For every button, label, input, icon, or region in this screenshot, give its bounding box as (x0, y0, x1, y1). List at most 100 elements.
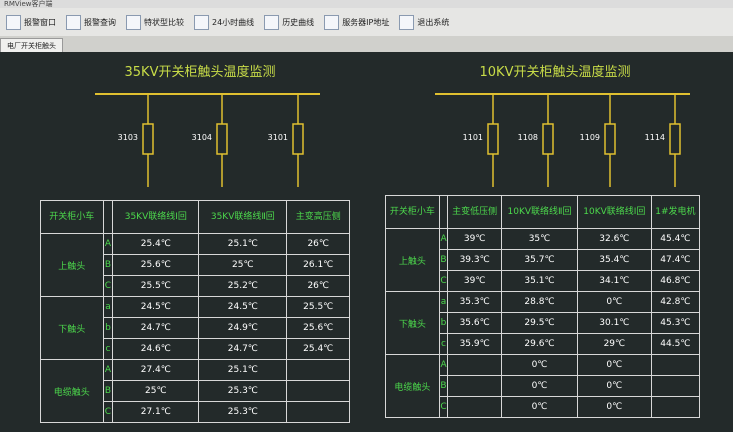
toolbar-button[interactable]: 报警查询 (66, 14, 116, 30)
toolbar-button[interactable]: 历史曲线 (264, 14, 315, 30)
header-row: 开关柜小车 35KV联络线Ⅰ回 35KV联络线Ⅱ回 主变高压侧 (40, 200, 350, 234)
group-label: 下触头 (40, 296, 104, 360)
phase-label: c (438, 333, 449, 355)
header-cell: 35KV联络线Ⅰ回 (112, 200, 200, 234)
phase-label: A (438, 354, 449, 376)
temperature-cell: 25.2℃ (198, 275, 288, 297)
temperature-cell: 35.4℃ (576, 249, 652, 271)
temperature-cell: 39℃ (447, 270, 503, 292)
toolbar-icon (6, 14, 21, 30)
temperature-cell: 0℃ (576, 396, 652, 418)
temperature-cell: 25.3℃ (198, 401, 288, 423)
header-cell: 10KV联络线Ⅱ回 (501, 195, 578, 229)
temperature-cell: 29.5℃ (501, 312, 578, 334)
toolbar-label: 报警查询 (84, 17, 116, 27)
feeder-switch (292, 123, 304, 155)
temperature-cell: 30.1℃ (576, 312, 652, 334)
temperature-cell (447, 354, 503, 376)
temperature-cell: 46.8℃ (650, 270, 701, 292)
temperature-cell: 25℃ (112, 380, 200, 402)
toolbar-icon (324, 14, 340, 30)
feeder-switch (142, 123, 154, 155)
temperature-cell: 25.3℃ (198, 380, 288, 402)
temperature-cell: 26℃ (286, 233, 350, 255)
toolbar-label: 服务器IP地址 (342, 17, 390, 27)
temperature-cell: 45.3℃ (650, 312, 701, 334)
toolbar-button[interactable]: 服务器IP地址 (324, 14, 390, 30)
temperature-cell (447, 396, 503, 418)
phase-label: b (102, 317, 114, 339)
panel-title: 10KV开关柜触头温度监测 (480, 64, 631, 80)
temperature-cell: 25.4℃ (286, 338, 350, 360)
feeder-switch (487, 123, 499, 155)
temperature-cell (286, 401, 350, 423)
temperature-cell: 25℃ (198, 254, 288, 276)
data-row: 下触头 a 35.3℃ 28.8℃ 0℃ 42.8℃ (385, 291, 701, 355)
group-label: 上触头 (40, 233, 104, 297)
temperature-cell: 29.6℃ (501, 333, 578, 355)
phase-label: c (102, 338, 114, 360)
phase-label: C (438, 270, 449, 292)
temperature-cell: 27.1℃ (112, 401, 200, 423)
phase-label: a (438, 291, 449, 313)
temperature-cell: 24.7℃ (198, 338, 288, 360)
feeder-label: 3103 (118, 133, 138, 142)
toolbar-label: 历史曲线 (282, 17, 315, 27)
toolbar-icon (399, 14, 415, 30)
temperature-cell: 29℃ (576, 333, 652, 355)
phase-label: A (102, 359, 114, 381)
data-row: B 39.3℃ 35.7℃ 35.4℃ 47.4℃ (386, 249, 701, 271)
tab-bar (0, 36, 733, 52)
toolbar-button[interactable]: 退出系统 (399, 14, 450, 30)
header-cell: 35KV联络线Ⅱ回 (198, 200, 288, 234)
data-row: C 0℃ 0℃ (386, 396, 701, 418)
temperature-cell: 24.5℃ (112, 296, 200, 318)
temperature-cell: 25.1℃ (198, 233, 288, 255)
header-cell: 1#发电机 (650, 195, 701, 229)
temperature-cell (650, 396, 701, 418)
feeder-switch (216, 123, 228, 155)
temperature-cell: 25.4℃ (112, 233, 200, 255)
toolbar-label: 24小时曲线 (212, 17, 255, 27)
group-label: 下触头 (385, 291, 440, 355)
toolbar-button[interactable]: 报警窗口 (6, 14, 56, 30)
data-row: B 25℃ 25.3℃ (41, 380, 350, 402)
toolbar-button[interactable]: 24小时曲线 (194, 14, 255, 30)
data-row: 上触头 A 39℃ 35℃ 32.6℃ 45.4℃ (385, 228, 701, 292)
phase-label: A (102, 233, 114, 255)
data-row: B 25.6℃ 25℃ 26.1℃ (41, 254, 350, 276)
temperature-cell: 44.5℃ (650, 333, 701, 355)
feeder-label: 3104 (192, 133, 212, 142)
temperature-cell: 35.6℃ (447, 312, 503, 334)
phase-label: C (438, 396, 449, 418)
toolbar-label: 退出系统 (417, 17, 450, 27)
group-label: 电缆触头 (385, 354, 440, 418)
header-cell: 10KV联络线Ⅰ回 (576, 195, 652, 229)
header-cell: 开关柜小车 (385, 195, 440, 229)
data-row: 电缆触头 A 27.4℃ 25.1℃ (40, 359, 350, 423)
feeder-label: 1109 (580, 133, 600, 142)
temperature-cell (650, 354, 701, 376)
temperature-cell: 26℃ (286, 275, 350, 297)
feeder-label: 1101 (463, 133, 483, 142)
temperature-cell: 27.4℃ (112, 359, 200, 381)
feeder-switch (669, 123, 681, 155)
temperature-cell: 0℃ (501, 354, 578, 376)
temperature-cell: 45.4℃ (650, 228, 701, 250)
phase-label: B (438, 249, 449, 271)
temperature-cell: 24.7℃ (112, 317, 200, 339)
tab[interactable]: 电厂开关柜触头 (0, 38, 63, 53)
data-row: C 39℃ 35.1℃ 34.1℃ 46.8℃ (386, 270, 701, 292)
temperature-cell: 35.3℃ (447, 291, 503, 313)
feeder-switch (604, 123, 616, 155)
window-title: RMView客户端 (0, 0, 733, 8)
temperature-cell (286, 359, 350, 381)
temperature-cell: 25.5℃ (112, 275, 200, 297)
data-row: c 24.6℃ 24.7℃ 25.4℃ (41, 338, 350, 360)
temperature-cell: 0℃ (501, 396, 578, 418)
data-row: 下触头 a 24.5℃ 24.5℃ 25.5℃ (40, 296, 350, 360)
temperature-cell: 24.9℃ (198, 317, 288, 339)
toolbar-button[interactable]: 特状型比较 (126, 14, 184, 30)
temperature-cell (650, 375, 701, 397)
